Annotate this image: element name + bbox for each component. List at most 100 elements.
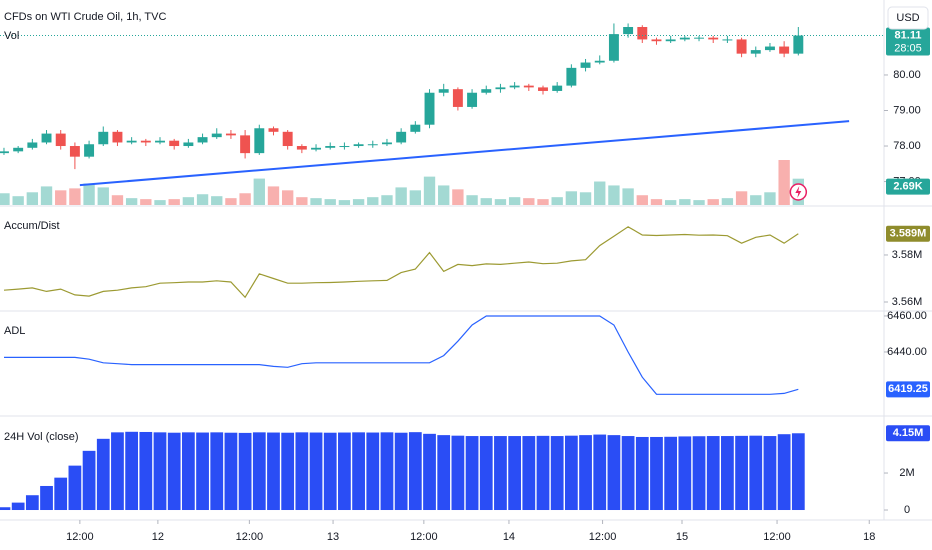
candle-body bbox=[155, 140, 165, 143]
candle-body bbox=[0, 151, 9, 154]
volume-bar bbox=[125, 198, 138, 205]
y-tick-label: 2M bbox=[899, 467, 914, 479]
last-price-box bbox=[886, 27, 930, 56]
currency-box[interactable] bbox=[887, 6, 929, 30]
bar bbox=[295, 432, 309, 511]
candle-body bbox=[254, 128, 265, 154]
volume-bar bbox=[764, 192, 776, 205]
bar bbox=[153, 432, 167, 511]
bar bbox=[309, 432, 323, 511]
volume-bar bbox=[707, 199, 719, 205]
x-tick-label: 14 bbox=[503, 531, 515, 543]
last-value-label-box bbox=[886, 425, 930, 442]
candle-body bbox=[268, 128, 279, 132]
y-tick-label: 79.00 bbox=[893, 104, 921, 116]
volume-bar bbox=[182, 197, 195, 205]
bar bbox=[338, 432, 351, 511]
bar bbox=[791, 433, 805, 511]
last-value-label: 6419.25 bbox=[888, 383, 928, 395]
indicator-line bbox=[3, 226, 799, 299]
bar bbox=[380, 432, 394, 511]
last-value-label: 3.589M bbox=[890, 228, 927, 240]
candle-body bbox=[580, 62, 591, 68]
candle-body bbox=[679, 37, 690, 40]
candle-body bbox=[240, 135, 251, 154]
bar bbox=[564, 435, 578, 511]
candle-body bbox=[311, 147, 322, 150]
bar bbox=[40, 485, 53, 511]
volume-bar bbox=[622, 188, 634, 205]
volume-bar bbox=[281, 190, 294, 205]
currency: USD bbox=[896, 12, 919, 24]
volume-bar bbox=[494, 199, 507, 205]
volume-bar bbox=[239, 193, 251, 205]
bar bbox=[0, 507, 11, 511]
x-tick-label: 15 bbox=[676, 531, 688, 543]
bar bbox=[536, 435, 550, 511]
volume-bar bbox=[594, 181, 606, 205]
bar bbox=[721, 436, 734, 511]
volume-bar bbox=[381, 195, 393, 205]
volume-bar bbox=[664, 200, 677, 205]
candle-body bbox=[623, 27, 634, 35]
volume-bar bbox=[679, 199, 691, 205]
bar bbox=[735, 435, 748, 511]
candle-body bbox=[651, 39, 662, 42]
volume-bar bbox=[452, 189, 464, 205]
volume-bar bbox=[508, 197, 521, 205]
bar bbox=[508, 436, 522, 511]
bar bbox=[777, 434, 791, 511]
candle-body bbox=[694, 37, 704, 39]
candle-body bbox=[594, 60, 605, 63]
x-tick-label: 18 bbox=[863, 531, 875, 543]
candle-body bbox=[452, 89, 463, 107]
candle-body bbox=[183, 142, 194, 147]
candle-body bbox=[523, 85, 534, 88]
y-tick-label: 6460.00 bbox=[887, 310, 927, 322]
bar bbox=[479, 436, 493, 511]
bar bbox=[167, 432, 181, 511]
volume-bar bbox=[154, 200, 166, 205]
volume-bar bbox=[480, 198, 492, 205]
volume-bar bbox=[778, 160, 790, 205]
volume-bar bbox=[69, 188, 81, 205]
candle-body bbox=[566, 67, 577, 86]
bar bbox=[252, 432, 266, 511]
candle-body bbox=[467, 92, 478, 107]
pane-title: 24H Vol (close) bbox=[4, 431, 79, 443]
volume-bar bbox=[650, 199, 663, 205]
bar bbox=[25, 495, 39, 511]
volume-bar bbox=[296, 197, 308, 205]
bar bbox=[366, 432, 380, 511]
bar bbox=[451, 435, 465, 511]
y-tick-label: 3.58M bbox=[892, 249, 923, 261]
bar bbox=[196, 432, 209, 511]
bar bbox=[68, 465, 82, 511]
candle-body bbox=[296, 146, 307, 150]
bar bbox=[550, 436, 564, 511]
volume-bar bbox=[721, 198, 734, 205]
bar bbox=[82, 450, 96, 511]
volume-bar bbox=[395, 187, 407, 205]
candle-body bbox=[211, 133, 222, 138]
bar bbox=[238, 432, 252, 511]
x-tick-label: 12:00 bbox=[589, 531, 617, 543]
volume-bar bbox=[211, 196, 223, 205]
candle-body bbox=[325, 146, 336, 148]
volume-bar bbox=[338, 200, 351, 205]
volume-bar bbox=[267, 186, 280, 205]
candle-body bbox=[169, 140, 180, 147]
bar bbox=[267, 432, 280, 511]
bar bbox=[706, 436, 720, 511]
candle-body bbox=[381, 142, 392, 145]
alert-icon[interactable] bbox=[789, 183, 808, 201]
volume-bar bbox=[750, 195, 762, 205]
last-value-label-box bbox=[886, 381, 930, 398]
indicator-line bbox=[4, 315, 799, 395]
volume-bar bbox=[693, 200, 705, 205]
volume-bar bbox=[608, 185, 620, 205]
bar bbox=[465, 436, 479, 511]
volume-bar bbox=[310, 198, 322, 205]
